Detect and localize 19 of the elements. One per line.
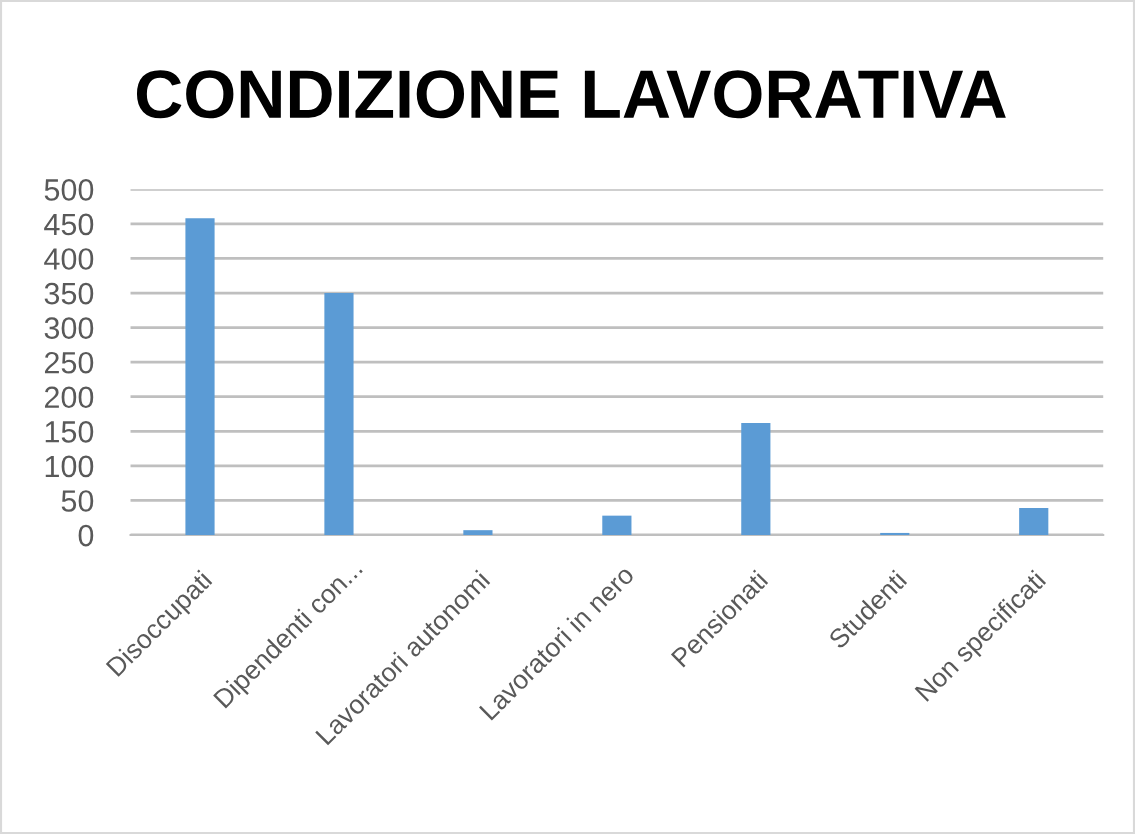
y-tick-label: 200	[44, 386, 94, 409]
chart-title: CONDIZIONE LAVORATIVA	[136, 70, 1006, 119]
bar	[1019, 508, 1049, 536]
y-tick-label: 450	[44, 213, 94, 236]
bar	[880, 532, 910, 536]
y-tick-label: 150	[45, 421, 94, 443]
bar	[602, 515, 632, 536]
y-tick-label: 250	[44, 351, 94, 374]
y-tick-label: 400	[44, 248, 94, 270]
y-tick-label: 350	[44, 282, 94, 305]
bar	[324, 293, 354, 536]
y-tick-label: 0	[78, 524, 94, 547]
y-tick-label: 300	[44, 317, 94, 339]
bar	[185, 218, 215, 536]
y-tick-label: 100	[45, 455, 94, 478]
y-tick-label: 500	[44, 179, 94, 201]
bar	[463, 530, 493, 536]
bar	[741, 423, 771, 536]
y-tick-label: 50	[61, 490, 94, 512]
